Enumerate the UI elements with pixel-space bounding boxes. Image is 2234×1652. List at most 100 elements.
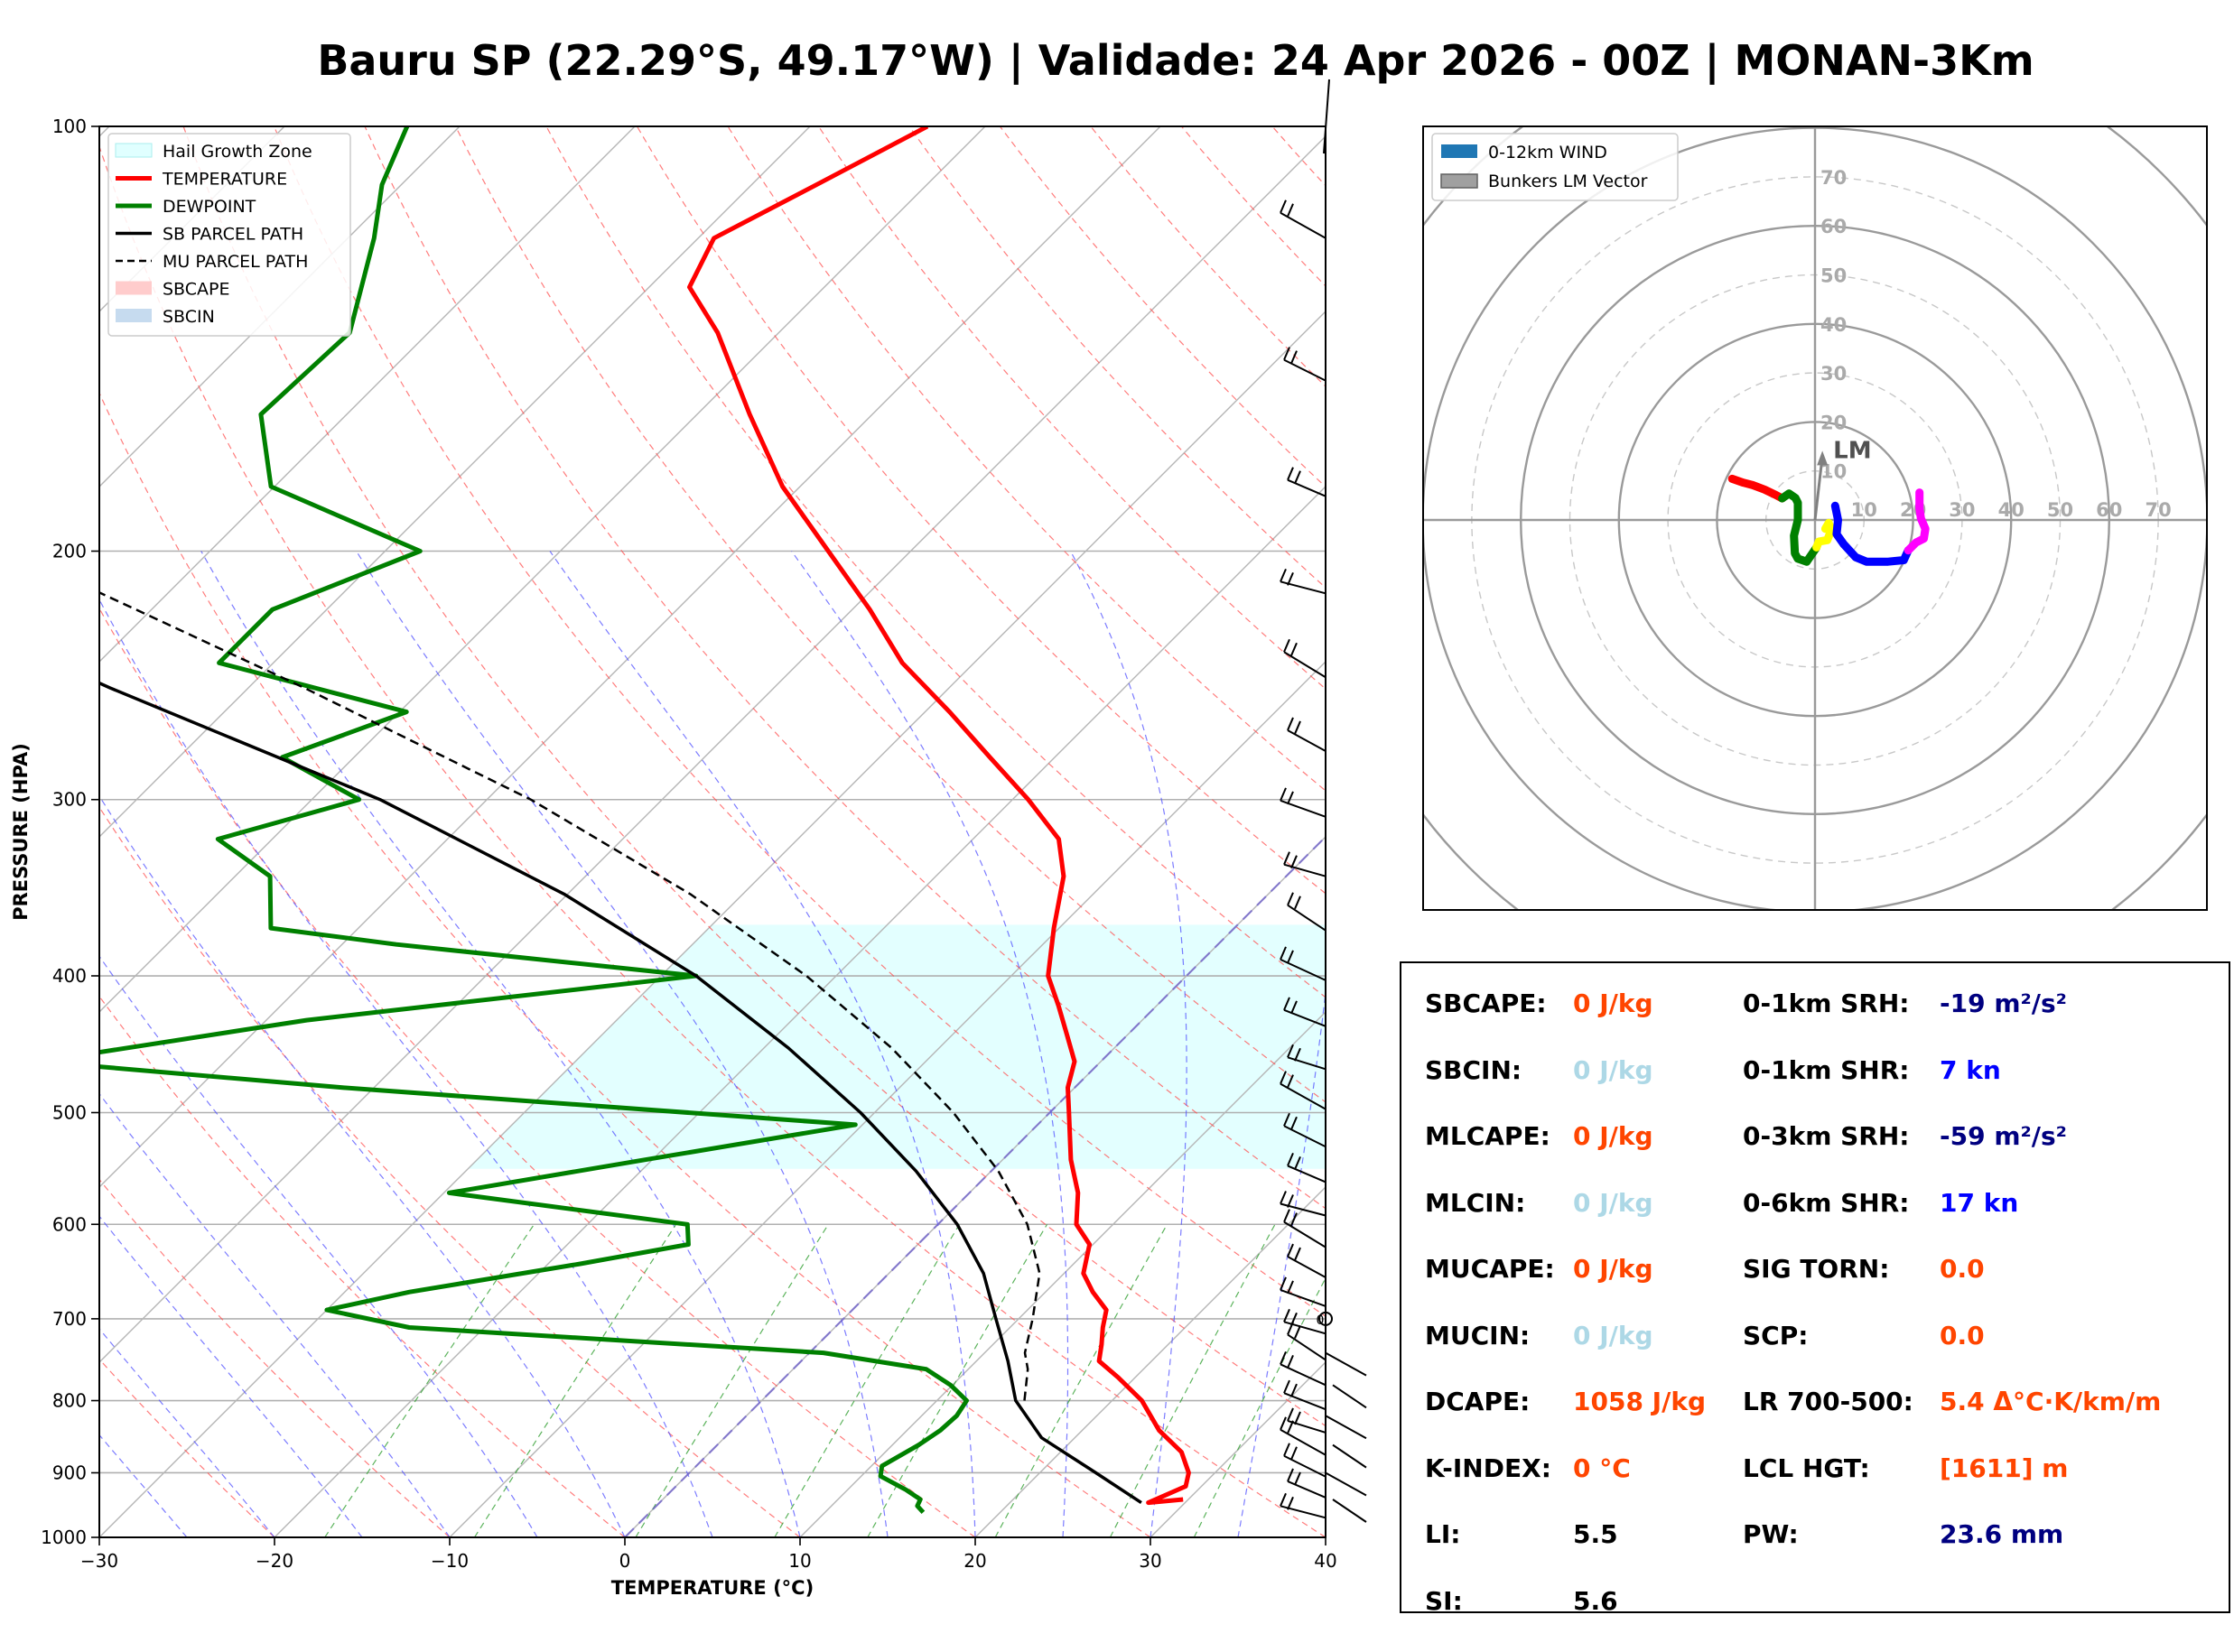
x-tick-label: −20	[256, 1550, 293, 1572]
wind-barb-flag	[1280, 787, 1287, 802]
stat-value: 0 J/kg	[1573, 1320, 1653, 1350]
wind-barbs: 0	[1280, 79, 1367, 1523]
mixing-ratio-line	[1109, 1224, 1276, 1537]
wind-barb-shaft	[1287, 904, 1326, 932]
stat-value: 0 J/kg	[1573, 1121, 1653, 1151]
wind-barb-flag	[1287, 1280, 1294, 1295]
wind-barb-flag	[1280, 568, 1287, 582]
isotherm-gridline	[799, 1011, 1326, 1537]
y-tick-label: 300	[52, 789, 87, 811]
wind-barb	[1287, 717, 1326, 752]
isotherm-gridline	[449, 661, 1326, 1537]
mixing-ratio-line	[473, 1223, 677, 1537]
mixing-ratio-line	[1193, 1276, 1326, 1537]
legend-swatch	[116, 281, 152, 295]
wind-barb-shaft	[1287, 1480, 1326, 1499]
calm-wind-circle	[1318, 1311, 1333, 1326]
stat-value: 0 °C	[1573, 1452, 1631, 1483]
stat-label: LI:	[1425, 1519, 1461, 1549]
wind-barb-shaft	[1283, 651, 1326, 679]
wind-barb-flag	[1290, 1212, 1298, 1227]
wind-barb-flag	[1294, 1047, 1301, 1062]
wind-barb	[1287, 467, 1326, 497]
isotherm-gridline	[99, 126, 811, 838]
stat-value: [1611] m	[1940, 1452, 2069, 1483]
y-tick-label: 100	[52, 116, 87, 137]
wind-barb-shaft	[1325, 1415, 1367, 1440]
wind-barb-flag	[1283, 851, 1290, 866]
wind-barb-flag	[1287, 1354, 1294, 1369]
ring-label: 40	[1820, 314, 1847, 336]
moist-adiabat	[791, 551, 1069, 1537]
wind-barb-flag	[1280, 1276, 1287, 1291]
wind-barb	[1287, 1044, 1326, 1071]
wind-barb-flag	[1290, 1000, 1298, 1015]
isotherm-gridline	[99, 126, 1161, 1188]
wind-barb-flag	[1283, 638, 1290, 653]
dry-adiabat	[636, 126, 1326, 895]
isotherm-gridline	[99, 135, 1326, 1363]
wind-barb-shaft	[1332, 1499, 1367, 1523]
wind-barb-flag	[1280, 200, 1287, 214]
stat-label: MLCAPE:	[1425, 1121, 1550, 1151]
wind-barb-shaft	[1287, 1165, 1326, 1183]
y-tick-label: 900	[52, 1462, 87, 1483]
wind-barb	[1280, 787, 1326, 818]
wind-barb	[1283, 851, 1326, 877]
wind-barb-flag	[1287, 717, 1294, 731]
wind-barb-flag	[1283, 1112, 1290, 1127]
wind-barb-flag	[1287, 1420, 1294, 1434]
dry-adiabat	[182, 126, 1326, 1427]
wind-barb-shaft	[1332, 1443, 1367, 1469]
wind-barb-flag	[1294, 720, 1301, 735]
stat-label: 0-6km SHR:	[1743, 1187, 1910, 1218]
isotherm-gridline	[99, 126, 461, 487]
y-tick-label: 400	[52, 965, 87, 987]
wind-barb-shaft	[1283, 1321, 1326, 1335]
skewt-plot-area	[99, 126, 1326, 1537]
wind-barb-flag	[1290, 1446, 1298, 1461]
wind-barb	[1280, 1276, 1326, 1307]
ring-label: 10	[1851, 499, 1877, 521]
stat-value: 0 J/kg	[1573, 988, 1653, 1018]
ring-label: 40	[1998, 499, 2025, 521]
isotherm-gridline	[99, 126, 636, 663]
legend-label: Hail Growth Zone	[163, 142, 312, 162]
stat-label: SIG TORN:	[1743, 1254, 1890, 1284]
wind-barb	[1280, 1191, 1326, 1217]
wind-barb-shaft	[1283, 863, 1326, 877]
wind-barb-flag	[1283, 1443, 1290, 1457]
wind-barb-shaft	[1287, 1256, 1326, 1278]
stat-label: SBCAPE:	[1425, 988, 1547, 1018]
legend-label: Bunkers LM Vector	[1488, 172, 1648, 191]
stat-value: 23.6 mm	[1940, 1519, 2064, 1549]
legend-box	[107, 133, 351, 337]
hail-growth-zone	[468, 924, 1326, 1169]
wind-barb	[1283, 1209, 1326, 1248]
stat-value: 0 J/kg	[1573, 1187, 1653, 1218]
wind-barb-flag	[1280, 1191, 1287, 1204]
legend-label: MU PARCEL PATH	[163, 252, 308, 272]
hodograph-trace	[1812, 518, 1836, 552]
y-tick-label: 200	[52, 541, 87, 562]
isotherm-gridline	[99, 126, 986, 1013]
wind-barb-flag	[1290, 350, 1298, 365]
stat-value: 0 J/kg	[1573, 1054, 1653, 1085]
wind-barb-flag	[1283, 1209, 1290, 1223]
wind-barb-shaft	[1287, 1333, 1326, 1361]
y-tick-label: 700	[52, 1308, 87, 1330]
ring-label: 30	[1949, 499, 1975, 521]
ring-label: 70	[1820, 167, 1847, 189]
wind-barb	[1283, 997, 1326, 1027]
wind-barb-flag	[1287, 1194, 1294, 1208]
dry-adiabat	[99, 144, 1326, 1537]
wind-barb-flag	[1294, 1325, 1301, 1339]
wind-barb	[1287, 892, 1326, 932]
stat-value: 5.4 Δ°C·K/km/m	[1940, 1387, 2162, 1416]
wind-barb-flag	[1280, 946, 1287, 961]
wind-barb-flag	[1287, 892, 1294, 906]
legend-label: SBCAPE	[163, 280, 230, 300]
wind-barb-shaft	[1287, 729, 1326, 752]
wind-barb-flag	[1283, 347, 1290, 361]
legend-swatch	[115, 143, 153, 158]
